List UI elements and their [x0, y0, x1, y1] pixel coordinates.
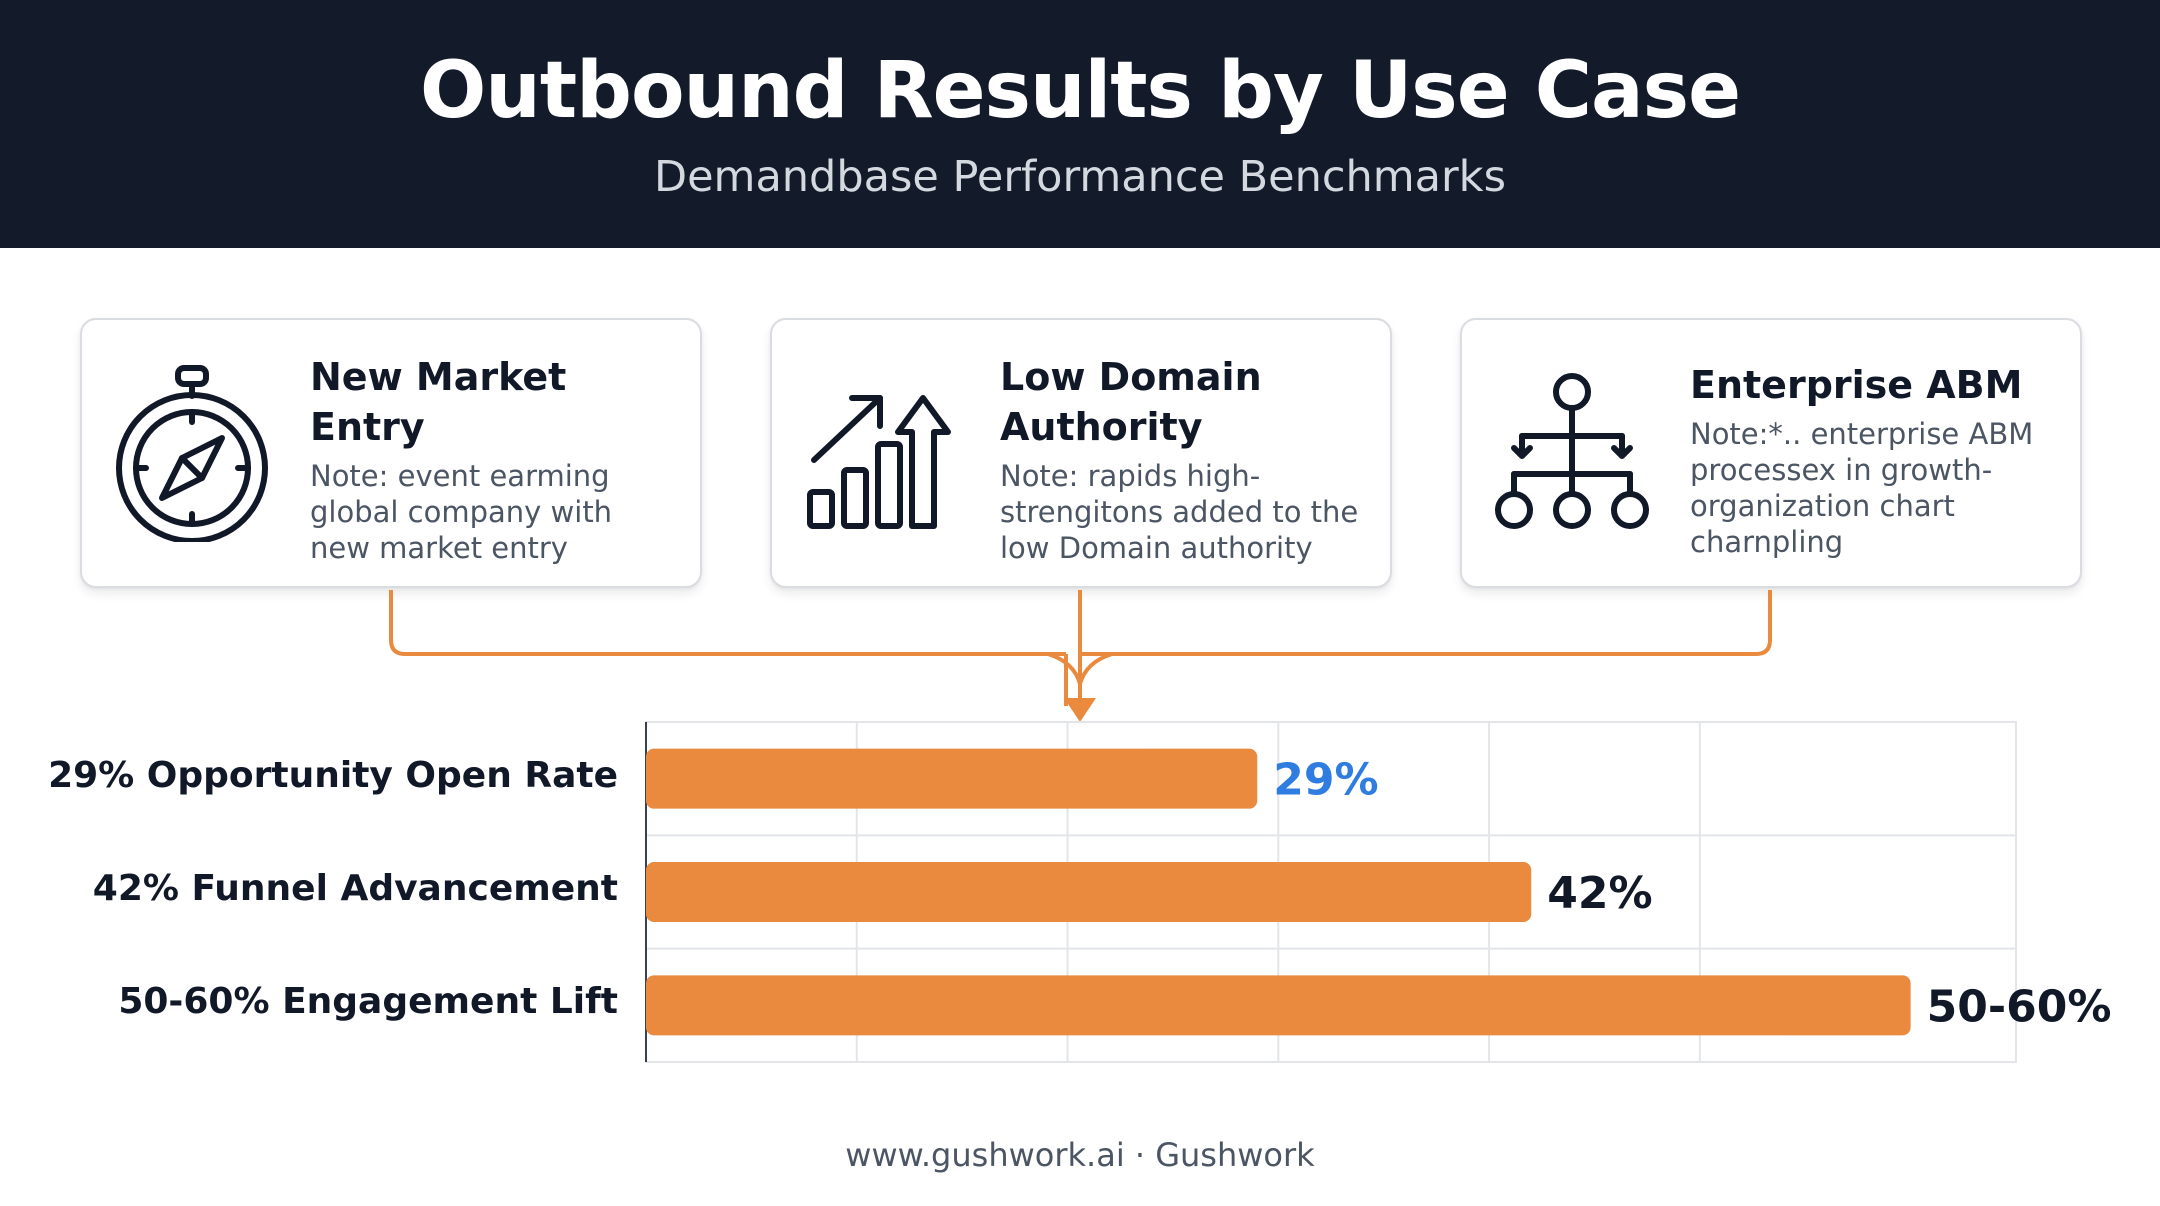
card-title: Low Domain Authority	[1000, 355, 1262, 449]
card-note: Note: rapids high-strengitons added to t…	[1000, 459, 1359, 565]
card-title: New Market Entry	[310, 355, 567, 449]
org-chart-icon	[1495, 373, 1649, 529]
chart-bar	[646, 748, 1258, 809]
chart-data-labels: 29% 42% 50-60%	[1273, 755, 2111, 1033]
compass-icon	[116, 365, 268, 542]
chart-data-label: 42%	[1547, 868, 1652, 919]
use-case-card-low-domain-authority: Low Domain Authority Note: rapids high-s…	[770, 318, 1392, 588]
card-note: Note:*.. enterprise ABM processex in gro…	[1690, 417, 2034, 559]
chart-data-label: 29%	[1273, 755, 1378, 806]
page-subtitle: Demandbase Performance Benchmarks	[653, 152, 1506, 202]
chart-category-label: 42% Funnel Advancement	[92, 868, 618, 909]
card-note: Note: event earming global company with …	[310, 459, 613, 565]
use-case-card-enterprise-abm: Enterprise ABM Note:*.. enterprise ABM p…	[1460, 318, 2082, 588]
chart-bar	[646, 862, 1532, 922]
page-title: Outbound Results by Use Case	[420, 46, 1741, 136]
use-case-card-new-market-entry: New Market Entry Note: event earming glo…	[80, 318, 702, 588]
card-title: Enterprise ABM	[1690, 363, 2023, 407]
growth-chart-icon	[807, 395, 951, 529]
chart-category-label: 50-60% Engagement Lift	[118, 981, 618, 1023]
chart-data-label: 50-60%	[1927, 981, 2112, 1032]
header-banner: Outbound Results by Use Case Demandbase …	[0, 0, 2160, 248]
chart-bar	[646, 975, 1911, 1036]
footer-credit: www.gushwork.ai · Gushwork	[845, 1136, 1315, 1174]
chart-category-label: 29% Opportunity Open Rate	[48, 754, 618, 796]
chart-bars	[646, 748, 1911, 1036]
